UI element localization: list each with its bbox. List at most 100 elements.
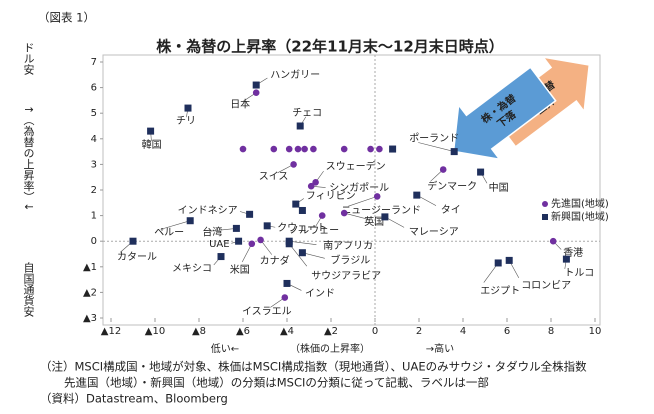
arrow-shape xyxy=(452,66,557,161)
point xyxy=(307,182,315,190)
point xyxy=(296,122,304,130)
x-label-left: 低い← xyxy=(211,342,239,355)
point xyxy=(439,166,447,173)
leader-line xyxy=(241,243,253,263)
point xyxy=(367,145,374,153)
point-label: エジプト xyxy=(480,285,520,297)
point-label: 南アフリカ xyxy=(323,239,373,252)
point-label: カタール xyxy=(117,251,157,263)
point xyxy=(549,237,557,245)
point xyxy=(239,145,247,153)
note: （資料）Datastream、Bloomberg xyxy=(40,392,228,406)
point xyxy=(340,145,348,153)
y-tick-label: 6 xyxy=(91,83,97,94)
point-label: 日本 xyxy=(230,98,250,111)
y-label-top: ドル安 xyxy=(22,42,35,76)
point xyxy=(184,104,192,112)
x-tick-label: 0 xyxy=(372,326,378,337)
y-label: ↑（為替の上昇率）↓ xyxy=(22,105,35,211)
point xyxy=(301,145,308,153)
x-tick-label: ▲2 xyxy=(324,326,338,337)
point-label: 韓国 xyxy=(142,139,162,151)
point xyxy=(310,145,317,153)
point xyxy=(285,240,293,248)
y-tick-label: 2 xyxy=(91,185,97,196)
point-label: イスラエル xyxy=(242,306,292,318)
point xyxy=(248,240,256,248)
point-label: 台湾 xyxy=(202,225,222,238)
point xyxy=(477,168,485,176)
y-tick-label: 3 xyxy=(91,159,97,170)
leader-line xyxy=(209,228,237,232)
point-label: トルコ xyxy=(564,268,594,279)
point-label: 中国 xyxy=(489,181,509,194)
point xyxy=(294,145,302,153)
point-label: チリ xyxy=(176,115,196,127)
leader-line xyxy=(348,196,378,207)
point xyxy=(450,148,458,156)
point-label: 米国 xyxy=(230,263,250,276)
leader-line xyxy=(344,212,369,220)
point xyxy=(505,256,513,264)
y-tick-label: 4 xyxy=(91,134,97,145)
point-label: 英国 xyxy=(364,215,384,228)
point-label: インドネシア xyxy=(178,204,238,216)
y-tick-label: ▲3 xyxy=(83,313,97,324)
point xyxy=(562,255,570,263)
x-tick-label: ▲10 xyxy=(145,326,165,337)
point-label: ハンガリー xyxy=(270,69,320,81)
legend-marker xyxy=(542,201,548,207)
point xyxy=(298,206,306,214)
point-label: サウジアラビア xyxy=(311,270,381,282)
x-label-right: →高い xyxy=(426,342,454,355)
point-label: スウェーデン xyxy=(326,159,386,172)
point xyxy=(285,145,293,153)
point-label: デンマーク xyxy=(427,180,477,193)
point xyxy=(186,217,194,225)
point-label: UAE xyxy=(209,239,229,250)
point xyxy=(252,81,260,89)
point xyxy=(312,179,319,186)
y-tick-label: 0 xyxy=(91,236,97,247)
point xyxy=(217,253,225,261)
point xyxy=(281,294,289,301)
point-label: タイ xyxy=(441,204,461,216)
leader-line xyxy=(288,243,308,267)
point xyxy=(373,193,381,200)
point-label: ノルウェー xyxy=(289,225,339,237)
point xyxy=(389,145,397,153)
point xyxy=(252,89,260,97)
x-tick-label: 2 xyxy=(416,326,422,337)
x-tick-label: ▲6 xyxy=(236,326,250,337)
point-label: メキシコ xyxy=(172,264,212,275)
point xyxy=(283,279,291,287)
point xyxy=(340,209,348,217)
point-label: フィリピン xyxy=(306,190,356,202)
x-tick-label: ▲12 xyxy=(101,326,121,337)
point-label: ペルー xyxy=(154,228,184,239)
point-label: ブラジル xyxy=(330,254,370,267)
y-tick-label: ▲2 xyxy=(83,287,97,298)
point-label: インド xyxy=(305,288,335,299)
point xyxy=(318,212,326,219)
point xyxy=(147,127,155,135)
y-tick-label: 1 xyxy=(91,211,97,222)
note: （注）MSCI構成国・地域が対象、株価はMSCI構成指数（現地通貨）、UAEのみ… xyxy=(40,360,587,374)
point xyxy=(246,210,254,218)
point xyxy=(381,213,389,221)
leader-line xyxy=(161,220,191,230)
point-label: スイス xyxy=(259,171,289,182)
point xyxy=(298,249,306,257)
x-tick-label: 10 xyxy=(589,326,602,337)
point xyxy=(413,191,421,199)
x-tick-label: 8 xyxy=(548,326,554,337)
leader-line xyxy=(289,240,317,245)
point xyxy=(270,145,278,153)
point xyxy=(290,161,297,168)
point xyxy=(257,236,264,244)
x-tick-label: ▲4 xyxy=(280,326,294,337)
point-label: クウェート xyxy=(277,222,327,234)
point-label: シンガポール xyxy=(329,182,389,194)
